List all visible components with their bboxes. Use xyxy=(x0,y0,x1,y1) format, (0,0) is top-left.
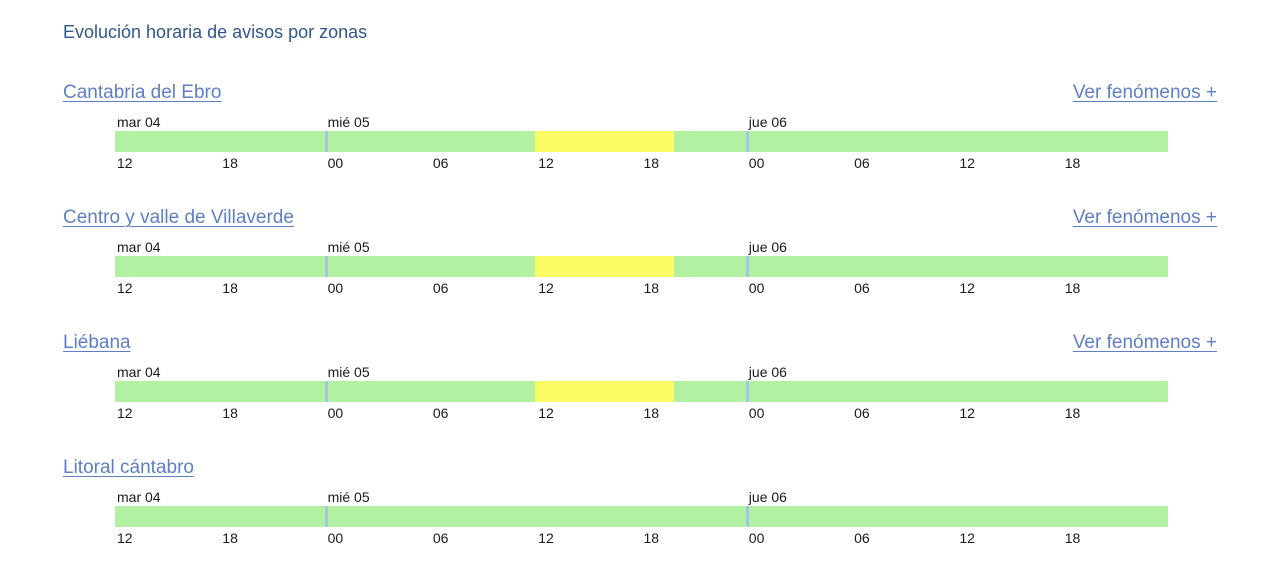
day-label: mié 05 xyxy=(327,114,370,130)
warnings-by-zone-panel: Evolución horaria de avisos por zonas Ca… xyxy=(63,22,1217,547)
day-label: mié 05 xyxy=(327,239,370,255)
hour-labels-row: 12 18 00 06 12 18 00 06 12 18 xyxy=(115,405,1168,422)
day-labels-row: mar 04 mié 05 jue 06 xyxy=(115,114,1168,131)
day-label: jue 06 xyxy=(748,364,787,380)
zone-header: Litoral cántabro xyxy=(63,455,1217,481)
hour-label: 18 xyxy=(643,280,660,296)
hour-label: 12 xyxy=(538,280,554,296)
hour-label: 12 xyxy=(538,530,554,546)
hour-label: 18 xyxy=(1064,155,1081,171)
day-labels-row: mar 04 mié 05 jue 06 xyxy=(115,489,1168,506)
day-label: mar 04 xyxy=(117,489,161,505)
day-labels-row: mar 04 mié 05 jue 06 xyxy=(115,364,1168,381)
zones-list: Cantabria del Ebro Ver fenómenos + mar 0… xyxy=(63,80,1217,547)
timeline-bar xyxy=(115,506,1168,527)
hour-label: 00 xyxy=(327,155,344,171)
hour-label: 18 xyxy=(643,405,660,421)
day-labels-row: mar 04 mié 05 jue 06 xyxy=(115,239,1168,256)
day-label: mar 04 xyxy=(117,114,161,130)
day-label: mar 04 xyxy=(117,364,161,380)
zone-header: Centro y valle de Villaverde Ver fenómen… xyxy=(63,205,1217,231)
day-boundary-tick xyxy=(324,381,328,402)
hour-label: 12 xyxy=(117,530,133,546)
hour-label: 00 xyxy=(748,405,765,421)
day-label: mar 04 xyxy=(117,239,161,255)
day-label: mié 05 xyxy=(327,489,370,505)
day-boundary-tick xyxy=(745,131,749,152)
hour-label: 06 xyxy=(854,280,870,296)
day-label: jue 06 xyxy=(748,114,787,130)
day-boundary-tick xyxy=(745,381,749,402)
day-boundary-tick xyxy=(324,256,328,277)
zone-section: Cantabria del Ebro Ver fenómenos + mar 0… xyxy=(63,80,1217,172)
ver-fenomenos-link[interactable]: Ver fenómenos + xyxy=(1072,82,1217,103)
hour-label: 18 xyxy=(1064,530,1081,546)
day-label: jue 06 xyxy=(748,239,787,255)
hour-label: 18 xyxy=(643,530,660,546)
hour-label: 00 xyxy=(748,155,765,171)
hour-label: 12 xyxy=(959,530,975,546)
hour-label: 00 xyxy=(748,530,765,546)
hour-label: 18 xyxy=(643,155,660,171)
ver-fenomenos-link[interactable]: Ver fenómenos + xyxy=(1072,332,1217,353)
ver-fenomenos-link[interactable]: Ver fenómenos + xyxy=(1072,207,1217,228)
hour-label: 06 xyxy=(854,530,870,546)
warning-timeline: mar 04 mié 05 jue 06 12 18 00 06 12 18 00 06 12 18 xyxy=(115,364,1168,422)
zone-header: Liébana Ver fenómenos + xyxy=(63,330,1217,356)
hour-label: 12 xyxy=(117,405,133,421)
hour-label: 18 xyxy=(1064,405,1081,421)
warning-timeline: mar 04 mié 05 jue 06 12 18 00 06 12 18 00 06 12 18 xyxy=(115,114,1168,172)
day-label: jue 06 xyxy=(748,489,787,505)
day-boundary-tick xyxy=(745,256,749,277)
hour-label: 12 xyxy=(117,155,133,171)
hour-label: 18 xyxy=(222,280,238,296)
hour-label: 06 xyxy=(854,405,870,421)
zone-section: Liébana Ver fenómenos + mar 04 mié 05 jue … xyxy=(63,330,1217,422)
zone-link[interactable]: Litoral cántabro xyxy=(63,457,194,478)
hour-label: 12 xyxy=(538,405,554,421)
yellow-warning-segment xyxy=(535,381,675,402)
yellow-warning-segment xyxy=(535,131,675,152)
zone-header: Cantabria del Ebro Ver fenómenos + xyxy=(63,80,1217,106)
hour-label: 12 xyxy=(959,155,975,171)
day-boundary-tick xyxy=(745,506,749,527)
hour-label: 18 xyxy=(222,530,238,546)
day-label: mié 05 xyxy=(327,364,370,380)
hour-label: 18 xyxy=(222,155,238,171)
hour-label: 06 xyxy=(854,155,870,171)
zone-link[interactable]: Liébana xyxy=(63,332,131,353)
timeline-bar xyxy=(115,131,1168,152)
hour-label: 00 xyxy=(327,280,344,296)
zone-link[interactable]: Cantabria del Ebro xyxy=(63,82,222,103)
timeline-bar xyxy=(115,381,1168,402)
timeline-bar xyxy=(115,256,1168,277)
yellow-warning-segment xyxy=(535,256,675,277)
warning-timeline: mar 04 mié 05 jue 06 12 18 00 06 12 18 00 06 12 18 xyxy=(115,239,1168,297)
zone-section: Centro y valle de Villaverde Ver fenómen… xyxy=(63,205,1217,297)
hour-label: 06 xyxy=(432,530,449,546)
hour-label: 18 xyxy=(1064,280,1081,296)
hour-label: 06 xyxy=(432,155,449,171)
hour-label: 12 xyxy=(117,280,133,296)
hour-label: 12 xyxy=(959,280,975,296)
day-boundary-tick xyxy=(324,506,328,527)
hour-label: 00 xyxy=(748,280,765,296)
hour-label: 06 xyxy=(432,280,449,296)
hour-labels-row: 12 18 00 06 12 18 00 06 12 18 xyxy=(115,280,1168,297)
page-title: Evolución horaria de avisos por zonas xyxy=(63,22,368,42)
hour-label: 18 xyxy=(222,405,238,421)
hour-labels-row: 12 18 00 06 12 18 00 06 12 18 xyxy=(115,530,1168,547)
hour-label: 06 xyxy=(432,405,449,421)
zone-section: Litoral cántabro mar 04 mié 05 jue 06 12 18… xyxy=(63,455,1217,547)
warning-timeline: mar 04 mié 05 jue 06 12 18 00 06 12 18 00 06 12 18 xyxy=(115,489,1168,547)
hour-label: 00 xyxy=(327,530,344,546)
hour-label: 00 xyxy=(327,405,344,421)
hour-label: 12 xyxy=(959,405,975,421)
zone-link[interactable]: Centro y valle de Villaverde xyxy=(63,207,294,228)
day-boundary-tick xyxy=(324,131,328,152)
hour-labels-row: 12 18 00 06 12 18 00 06 12 18 xyxy=(115,155,1168,172)
hour-label: 12 xyxy=(538,155,554,171)
